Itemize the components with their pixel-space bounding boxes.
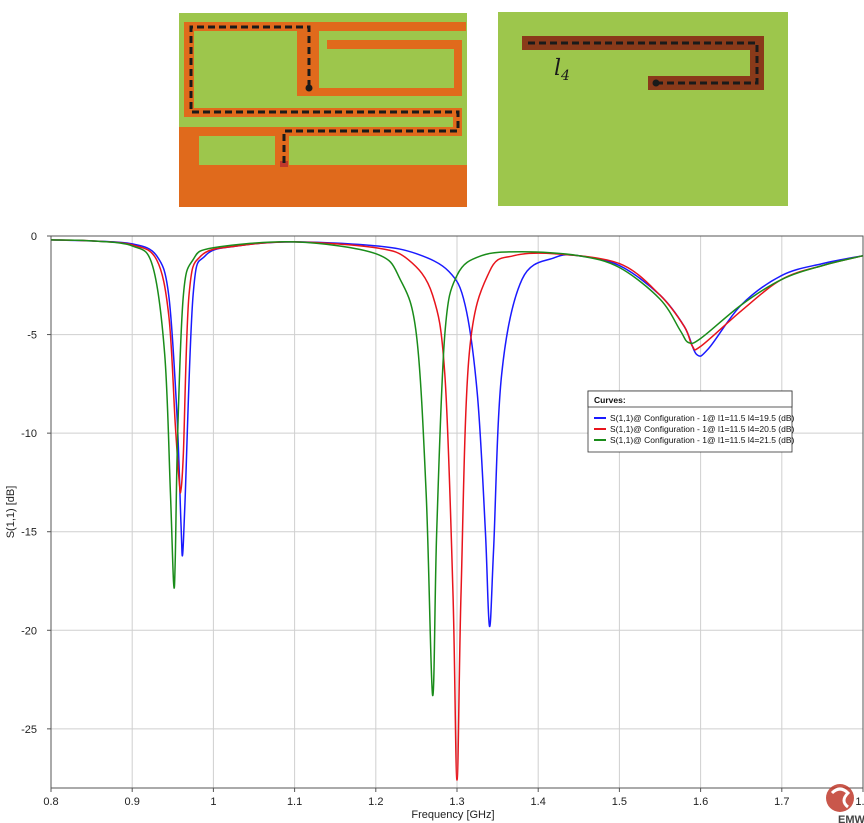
series-line-2	[50, 239, 864, 781]
y-tick-label: -25	[21, 724, 37, 736]
plot-frame	[50, 235, 864, 789]
x-tick-label: 1.7	[774, 796, 789, 808]
ground-plane	[179, 165, 467, 207]
feed-point	[280, 161, 288, 167]
legend-title: Curves:	[594, 395, 626, 405]
x-tick-label: 0.9	[125, 796, 140, 808]
y-tick-label: -15	[21, 527, 37, 539]
x-tick-label: 1.2	[368, 796, 383, 808]
x-tick-label: 1.1	[287, 796, 302, 808]
x-tick-label: 1	[210, 796, 216, 808]
legend-label-2: S(1,1)@ Configuration - 1@ l1=11.5 l4=20…	[610, 424, 795, 434]
current-path-right	[528, 41, 759, 85]
watermark-text: EMWORKS	[838, 814, 864, 823]
x-tick-label: 1.8	[855, 796, 864, 808]
legend-label-1: S(1,1)@ Configuration - 1@ l1=11.5 l4=19…	[610, 413, 795, 423]
path-endpoint-right	[652, 79, 660, 87]
y-tick-labels: 0 -5 -10 -15 -20 -25	[21, 231, 37, 736]
x-tick-label: 1.6	[693, 796, 708, 808]
legend-header-bg	[587, 390, 793, 408]
legend-items: S(1,1)@ Configuration - 1@ l1=11.5 l4=19…	[594, 413, 795, 445]
x-tick-label: 1.4	[531, 796, 546, 808]
x-tick-label: 1.3	[449, 796, 464, 808]
series-group	[50, 239, 864, 781]
antenna-layout-left	[179, 13, 467, 207]
x-tick-label: 1.5	[612, 796, 627, 808]
length-label-l4: l4	[554, 56, 570, 84]
path-endpoint-left	[305, 84, 313, 92]
emworks-logo: EMWORKS	[826, 784, 864, 823]
y-axis-title: S(1,1) [dB]	[5, 486, 17, 539]
y-tick-label: 0	[31, 231, 37, 243]
x-tick-labels: 0.8 0.9 1 1.1 1.2 1.3 1.4 1.5 1.6 1.7 1.8	[43, 796, 864, 808]
x-axis-title: Frequency [GHz]	[411, 809, 494, 821]
legend-label-3: S(1,1)@ Configuration - 1@ l1=11.5 l4=21…	[610, 435, 795, 445]
antenna-layout-right: l4	[498, 12, 788, 206]
legend[interactable]: Curves: S(1,1)@ Configuration - 1@ l1=11…	[587, 390, 795, 453]
y-tick-label: -5	[27, 330, 37, 342]
current-path-left	[189, 25, 460, 165]
y-tick-label: -20	[21, 625, 37, 637]
x-tick-label: 0.8	[43, 796, 58, 808]
s11-chart: 0.8 0.9 1 1.1 1.2 1.3 1.4 1.5 1.6 1.7 1.8 0 -5 -10 -1…	[5, 231, 864, 823]
series-line-3	[50, 239, 864, 697]
y-tick-label: -10	[21, 428, 37, 440]
